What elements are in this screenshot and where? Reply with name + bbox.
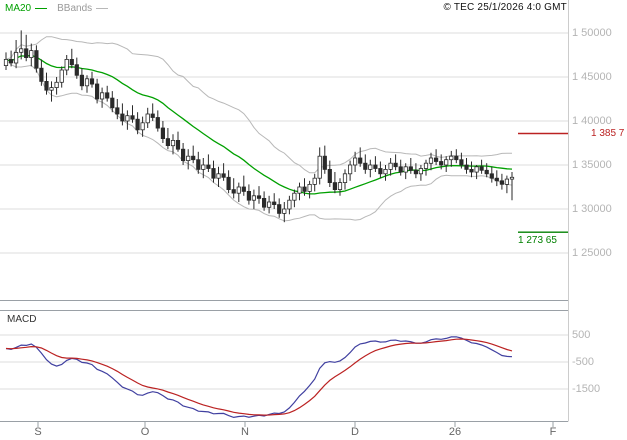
macd-axis-label: -500 bbox=[572, 356, 595, 368]
time-axis-label: 26 bbox=[448, 426, 462, 438]
legend-ma20-label: MA20 bbox=[5, 3, 32, 14]
bbands-line-sample-icon bbox=[96, 8, 109, 9]
time-axis-label: F bbox=[549, 426, 557, 438]
copyright-text: © TEC 25/1/2026 4:0 GMT bbox=[443, 2, 567, 13]
macd-axis-label: -1500 bbox=[572, 383, 601, 395]
ma20-line-sample-icon bbox=[35, 8, 48, 9]
legend-ma20: MA20 bbox=[5, 3, 48, 14]
time-axis-label: S bbox=[34, 426, 42, 438]
price-axis-label: 1 50000 bbox=[572, 27, 612, 39]
legend-bbands: BBands bbox=[57, 3, 109, 14]
legend: MA20 BBands bbox=[5, 3, 109, 14]
price-axis-label: 1 45000 bbox=[572, 71, 612, 83]
time-axis-label: N bbox=[241, 426, 249, 438]
price-axis-label: 1 25000 bbox=[572, 247, 612, 259]
price-axis-label: 1 35000 bbox=[572, 159, 612, 171]
time-axis-label: O bbox=[140, 426, 150, 438]
macd-panel-label: MACD bbox=[7, 314, 37, 325]
time-axis-label: D bbox=[351, 426, 359, 438]
macd-axis-label: 500 bbox=[572, 329, 591, 341]
level-label: 1 385 7 bbox=[591, 127, 625, 139]
legend-bbands-label: BBands bbox=[57, 3, 93, 14]
price-axis-label: 1 40000 bbox=[572, 115, 612, 127]
price-axis-label: 1 30000 bbox=[572, 203, 612, 215]
level-label: 1 273 65 bbox=[518, 235, 557, 247]
